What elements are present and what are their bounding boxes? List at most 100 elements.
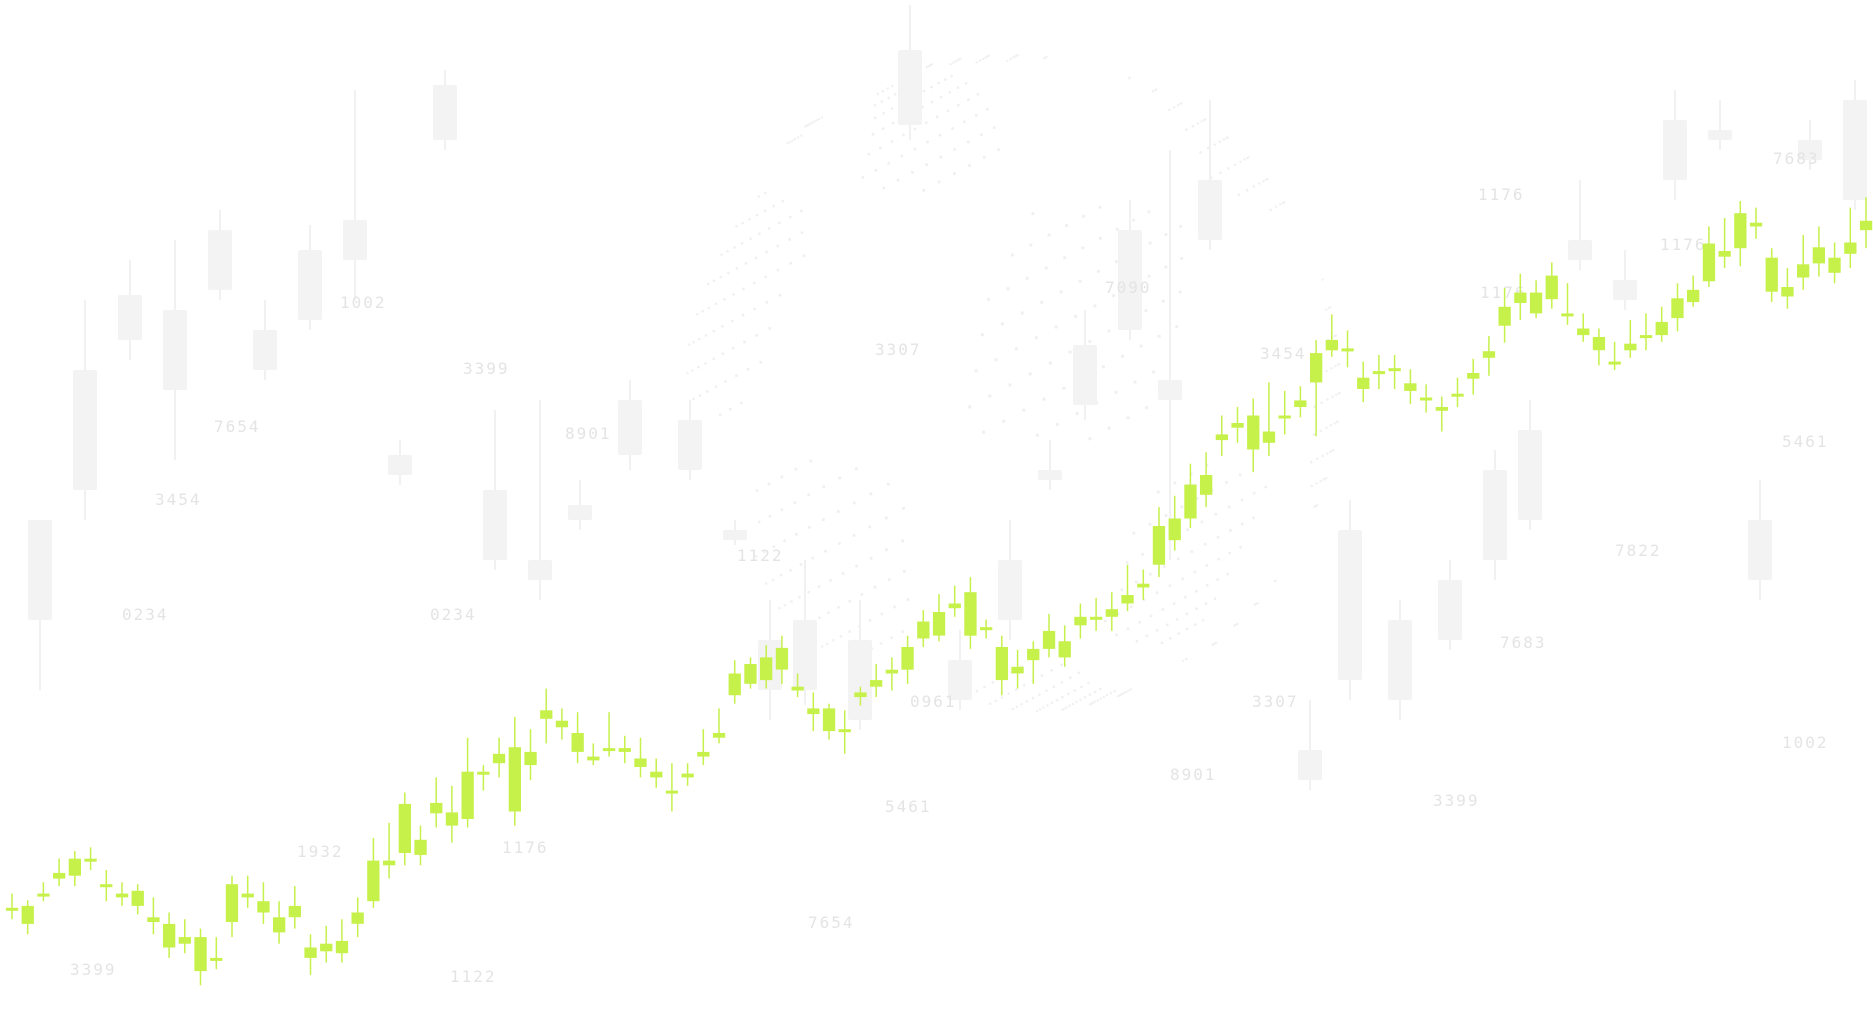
globe-dot — [1155, 88, 1158, 91]
globe-dot — [712, 329, 716, 333]
candle-body — [571, 733, 584, 752]
globe-dot — [881, 127, 885, 131]
globe-dot — [794, 467, 798, 471]
globe-dot — [994, 358, 998, 362]
candle-body — [618, 748, 631, 752]
candle-body — [1608, 361, 1621, 365]
globe-dot — [1172, 601, 1176, 605]
ghost-candle-body — [1613, 280, 1637, 300]
globe-dot — [937, 180, 941, 184]
globe-dot — [983, 685, 986, 689]
globe-dot — [1094, 700, 1097, 703]
globe-dot — [981, 430, 986, 434]
globe-dot — [950, 74, 953, 78]
globe-dot — [1326, 398, 1329, 401]
globe-dot — [809, 459, 813, 463]
globe-dot — [802, 254, 806, 258]
globe-dot — [818, 117, 821, 121]
globe-dot — [1148, 572, 1152, 576]
globe-dot — [1135, 639, 1139, 643]
globe-dot — [754, 256, 758, 260]
globe-dot — [1096, 269, 1101, 273]
globe-dot — [924, 121, 928, 125]
globe-dot — [1012, 56, 1015, 59]
globe-dot — [1180, 505, 1184, 509]
candle-body — [838, 729, 851, 733]
globe-dot — [714, 302, 718, 306]
globe-dot — [873, 104, 877, 107]
background-number: 3399 — [1433, 791, 1480, 810]
candle-body — [1278, 415, 1291, 419]
globe-dot — [1331, 395, 1334, 399]
globe-dot — [1177, 632, 1181, 635]
globe-dot — [1329, 306, 1332, 309]
globe-dot — [1325, 426, 1328, 430]
globe-dot — [1334, 393, 1338, 397]
globe-dot — [882, 111, 885, 115]
globe-dot — [786, 142, 789, 145]
globe-dot — [1062, 386, 1066, 390]
globe-dot — [1164, 513, 1168, 517]
globe-dot — [1228, 529, 1232, 532]
ghost-candle-body — [163, 310, 187, 390]
candle-body — [1781, 287, 1794, 297]
background-number: 5461 — [1782, 432, 1829, 451]
globe-dot — [890, 636, 893, 640]
globe-dot — [1133, 380, 1137, 384]
globe-dot — [1093, 690, 1097, 694]
globe-dot — [765, 300, 769, 304]
globe-dot — [1075, 700, 1078, 704]
globe-dot — [1068, 350, 1072, 354]
candle-body — [1137, 583, 1150, 588]
globe-dot — [1068, 676, 1072, 680]
candle-body — [728, 673, 741, 696]
candle-body — [807, 708, 820, 715]
background-number-layer: 1002 3399 7654 3454 0234 8901 0234 1122 3307 7090… — [70, 149, 1829, 986]
globe-dot — [1338, 362, 1341, 366]
candle-body — [508, 747, 521, 812]
globe-dot — [1031, 211, 1035, 216]
globe-dot — [1129, 605, 1133, 609]
globe-dot — [741, 287, 745, 291]
globe-dot — [777, 221, 781, 225]
globe-dot — [1081, 246, 1085, 250]
globe-dot — [1007, 692, 1011, 696]
globe-dot — [841, 572, 845, 575]
candle-body — [964, 592, 977, 636]
ghost-candle-body — [1158, 380, 1182, 400]
globe-dot — [930, 85, 933, 89]
globe-dot — [1103, 619, 1107, 623]
globe-dot — [952, 172, 956, 176]
globe-dot — [811, 556, 815, 560]
candle-body — [870, 680, 883, 687]
candle-body — [100, 884, 113, 888]
globe-dot — [1195, 607, 1198, 611]
globe-dot — [1028, 372, 1032, 376]
candle-body — [1577, 328, 1590, 336]
globe-dot — [807, 525, 811, 529]
globe-dot — [1042, 397, 1046, 401]
globe-dot — [982, 155, 986, 159]
globe-dot — [913, 147, 917, 151]
globe-dot — [887, 96, 890, 100]
candle-body — [178, 937, 191, 944]
globe-dot — [951, 126, 954, 130]
globe-dot — [1175, 325, 1179, 329]
candle-body — [1687, 289, 1700, 303]
globe-dot — [1334, 334, 1338, 337]
globe-dot — [755, 213, 759, 217]
globe-dot — [817, 585, 821, 589]
globe-dot — [1088, 693, 1092, 696]
globe-dot — [705, 390, 709, 393]
ghost-candle-body — [793, 620, 817, 690]
globe-dot — [1227, 505, 1231, 509]
candle-body — [21, 905, 34, 924]
globe-dot — [731, 346, 735, 350]
ghost-candle-body — [1663, 120, 1687, 180]
globe-dot — [1052, 685, 1056, 689]
candle-body — [288, 905, 301, 918]
globe-dot — [788, 238, 792, 241]
globe-dot — [1068, 704, 1071, 707]
globe-dot — [1006, 287, 1010, 291]
globe-dot — [687, 343, 691, 346]
